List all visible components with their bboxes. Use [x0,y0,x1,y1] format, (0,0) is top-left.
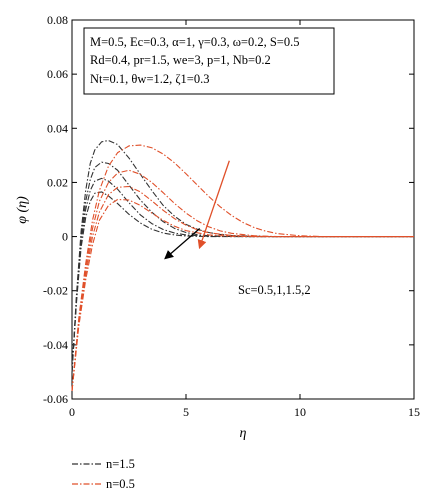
x-tick-label: 0 [69,405,75,419]
x-tick-label: 5 [183,405,189,419]
parameter-line-1: M=0.5, Ec=0.3, α=1, γ=0.3, ω=0.2, S=0.5 [90,35,299,49]
plot-frame [71,19,415,400]
sc-annotation: Sc=0.5,1,1.5,2 [238,283,311,297]
series-line-n05-sc-2 [71,198,414,391]
y-tick-label: 0 [62,230,68,244]
series-layer [71,139,414,391]
x-axis-ticks: 0 5 10 15 [69,20,420,419]
series-line-n15-sc-1 [71,161,414,372]
y-tick-label: 0.08 [47,13,68,27]
series-line-n05-sc-0_5 [71,144,414,391]
y-tick-label: -0.02 [43,284,68,298]
y-tick-label: 0.06 [47,67,68,81]
x-tick-label: 10 [294,405,306,419]
y-tick-label: -0.06 [43,392,68,406]
y-tick-label: 0.02 [47,175,68,189]
series-line-n05-sc-1 [71,169,414,391]
series-line-n15-sc-0_5 [71,139,414,372]
parameter-box [83,27,335,95]
parameter-line-3: Nt=0.1, θw=1.2, ζ1=0.3 [90,72,209,86]
y-tick-label: -0.04 [43,338,68,352]
trend-arrow-red [197,160,230,250]
legend-label-n15: n=1.5 [106,457,135,471]
trend-arrow-black [164,227,201,260]
y-axis-ticks: -0.06 -0.04 -0.02 0 0.02 0.04 0.06 0.08 [43,13,414,406]
x-tick-label: 15 [408,405,420,419]
x-axis-label: η [240,426,247,441]
y-axis-label: φ (η) [15,196,30,224]
parameter-line-2: Rd=0.4, pr=1.5, we=3, p=1, Nb=0.2 [90,53,271,67]
series-line-n15-sc-1_5 [71,177,414,372]
legend: n=1.5 n=0.5 [72,457,135,491]
y-tick-label: 0.04 [47,121,68,135]
legend-label-n05: n=0.5 [106,477,135,491]
arrow-layer [164,160,230,260]
series-line-n15-sc-2 [71,191,414,372]
